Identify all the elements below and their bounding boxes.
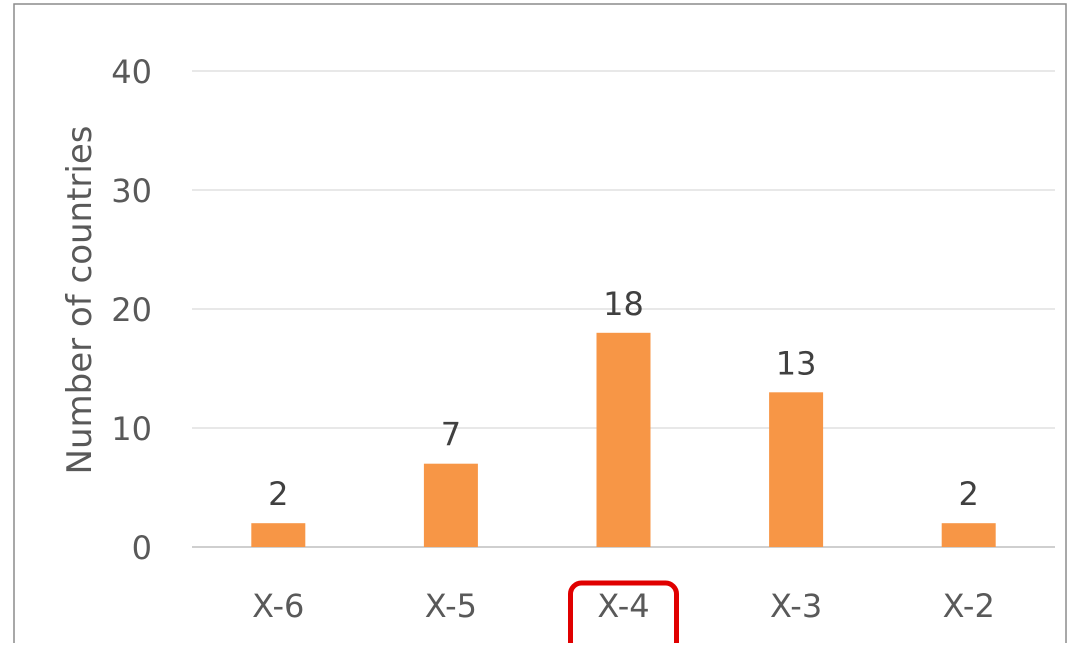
x-tick-labels: X-6 X-5 X-4 X-3 X-2: [252, 580, 995, 647]
y-tick-labels: 0 10 20 30 40: [111, 53, 152, 567]
data-label: 2: [268, 475, 288, 513]
bar: [596, 332, 651, 547]
bar: [769, 392, 824, 547]
chart-frame: [13, 3, 1067, 647]
x-tick-label: X-6: [252, 587, 304, 625]
y-tick-label: 0: [132, 529, 152, 567]
x-tick-label: X-5: [425, 587, 477, 625]
data-labels: 2 7 18 13 2: [268, 285, 979, 513]
y-tick-label: 40: [111, 53, 152, 91]
x-tick-label: X-4: [597, 587, 649, 625]
data-label: 7: [441, 416, 461, 454]
bar: [251, 523, 306, 547]
highlight-box: [568, 580, 679, 647]
x-tick-label: X-2: [943, 587, 995, 625]
data-label: 13: [776, 344, 817, 382]
y-axis-label: Number of countries: [60, 126, 100, 475]
y-tick-label: 30: [111, 172, 152, 210]
data-label: 2: [959, 475, 979, 513]
y-tick-label: 10: [111, 410, 152, 448]
bar: [423, 463, 478, 547]
data-label: 18: [603, 285, 644, 323]
bar: [941, 523, 996, 547]
y-tick-label: 20: [111, 291, 152, 329]
bars: [251, 332, 996, 547]
x-tick-label: X-3: [770, 587, 822, 625]
